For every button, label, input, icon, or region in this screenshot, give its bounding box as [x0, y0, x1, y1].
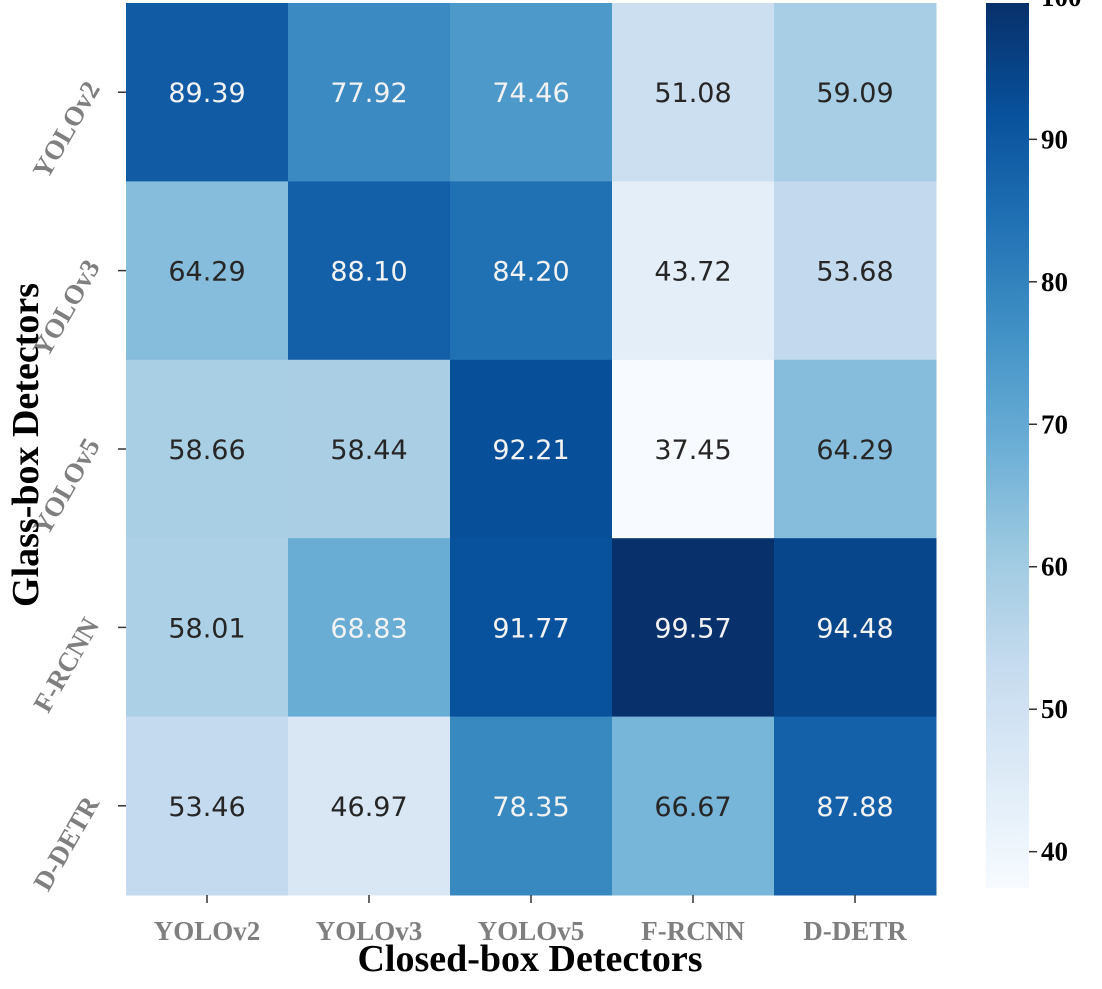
- cell-value-label: 89.39: [168, 78, 245, 109]
- heatmap-cell: [450, 538, 613, 718]
- cell-value-label: 58.01: [168, 613, 245, 644]
- cell-value-label: 84.20: [492, 257, 569, 288]
- heatmap-cell: [774, 716, 937, 896]
- heatmap-cell: [126, 538, 289, 718]
- heatmap-cell: [288, 181, 451, 361]
- x-axis-label: Closed-box Detectors: [357, 938, 702, 980]
- heatmap-cell: [450, 181, 613, 361]
- heatmap-cell: [612, 538, 775, 718]
- x-tick-label: YOLOv2: [154, 916, 261, 946]
- cell-value-label: 78.35: [492, 792, 569, 823]
- heatmap-cell: [612, 3, 775, 182]
- heatmap-cell: [288, 538, 451, 718]
- heatmap-cell: [126, 359, 289, 539]
- heatmap-cell: [126, 181, 289, 361]
- cell-value-label: 59.09: [816, 78, 893, 109]
- heatmap-cell: [612, 359, 775, 539]
- heatmap-cell: [612, 716, 775, 896]
- cell-value-label: 58.66: [168, 435, 245, 466]
- cell-value-label: 92.21: [492, 435, 569, 466]
- cell-value-label: 46.97: [330, 792, 407, 823]
- cell-value-label: 37.45: [654, 435, 731, 466]
- heatmap-cell: [288, 716, 451, 896]
- colorbar: 40 50 60 70 80 90 100: [986, 0, 1082, 888]
- cell-value-label: 87.88: [816, 792, 893, 823]
- cell-value-label: 64.29: [168, 257, 245, 288]
- y-tick-label: YOLOv2: [27, 76, 106, 183]
- colorbar-tick-label: 90: [1041, 124, 1068, 154]
- colorbar-tick-label: 70: [1041, 409, 1068, 439]
- y-axis-label: Glass-box Detectors: [5, 283, 47, 607]
- y-tick-label: D-DETR: [27, 791, 105, 896]
- cell-value-label: 58.44: [330, 435, 407, 466]
- colorbar-scale: [986, 3, 1029, 888]
- heatmap-cell: [450, 716, 613, 896]
- heatmap-cell: [288, 3, 451, 182]
- cell-value-label: 88.10: [330, 257, 407, 288]
- colorbar-tick-label: 80: [1041, 267, 1068, 297]
- heatmap-cell: [450, 359, 613, 539]
- heatmap-cell: [774, 3, 937, 182]
- x-tick-label: F-RCNN: [641, 916, 745, 946]
- cell-value-label: 43.72: [654, 257, 731, 288]
- cell-value-label: 66.67: [654, 792, 731, 823]
- x-tick-label: YOLOv5: [478, 916, 585, 946]
- cell-value-label: 64.29: [816, 435, 893, 466]
- cell-value-label: 94.48: [816, 613, 893, 644]
- colorbar-tick-label: 100: [1041, 0, 1082, 12]
- y-tick-label: F-RCNN: [27, 612, 105, 717]
- colorbar-tick-label: 50: [1041, 694, 1068, 724]
- colorbar-tick-label: 60: [1041, 552, 1068, 582]
- heatmap-cell: [774, 538, 937, 718]
- x-axis: YOLOv2 YOLOv3 YOLOv5 F-RCNN D-DETR: [154, 895, 907, 946]
- heatmap-cell: [126, 716, 289, 896]
- cell-value-label: 51.08: [654, 78, 731, 109]
- cell-value-label: 53.68: [816, 257, 893, 288]
- cell-value-label: 53.46: [168, 792, 245, 823]
- heatmap-cells: [126, 3, 937, 896]
- x-tick-label: D-DETR: [803, 916, 907, 946]
- x-tick-label: YOLOv3: [316, 916, 423, 946]
- cell-value-label: 74.46: [492, 78, 569, 109]
- heatmap-cell: [450, 3, 613, 182]
- heatmap-cell: [774, 359, 937, 539]
- colorbar-tick-label: 40: [1041, 837, 1068, 867]
- heatmap-cell: [288, 359, 451, 539]
- cell-value-label: 91.77: [492, 613, 569, 644]
- cell-value-label: 68.83: [330, 613, 407, 644]
- heatmap-cell: [774, 181, 937, 361]
- heatmap-cell: [612, 181, 775, 361]
- heatmap-cell-labels: 89.39 77.92 74.46 51.08 59.09 64.29 88.10 84.20…: [168, 78, 893, 823]
- cell-value-label: 99.57: [654, 613, 731, 644]
- colorbar-ticks: 40 50 60 70 80 90 100: [1029, 0, 1082, 867]
- cell-value-label: 77.92: [330, 78, 407, 109]
- heatmap-cell: [126, 3, 289, 182]
